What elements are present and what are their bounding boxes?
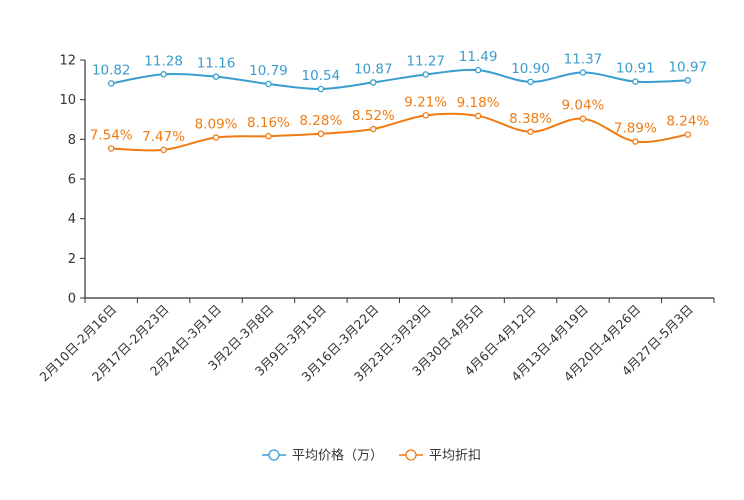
legend-label: 平均价格（万） [292, 448, 383, 464]
discount-point[interactable] [632, 138, 639, 145]
discount-series-line [111, 112, 688, 152]
price-series-line [111, 68, 688, 90]
y-tick-label: 2 [68, 252, 76, 267]
price-point[interactable] [579, 69, 587, 76]
discount-point[interactable] [370, 125, 377, 133]
legend-item-price[interactable]: 平均价格（万） [262, 448, 383, 464]
discount-data-label: 9.04% [562, 98, 605, 114]
price-data-label: 10.97 [668, 59, 707, 75]
discount-data-label: 7.47% [142, 129, 185, 145]
y-tick-label: 8 [68, 133, 76, 148]
price-data-label: 10.87 [354, 61, 393, 77]
discount-point[interactable] [684, 131, 692, 138]
price-data-label: 11.49 [459, 49, 498, 65]
price-point[interactable] [632, 78, 639, 85]
discount-data-label: 8.09% [195, 117, 238, 133]
discount-data-label: 8.28% [299, 113, 342, 129]
discount-data-label: 8.38% [509, 111, 552, 127]
price-point[interactable] [370, 79, 377, 86]
price-point[interactable] [160, 71, 167, 78]
discount-point[interactable] [527, 128, 534, 136]
discount-point[interactable] [212, 134, 220, 141]
price-point[interactable] [265, 80, 272, 88]
discount-data-label: 8.16% [247, 115, 290, 131]
y-tick-label: 10 [59, 93, 76, 108]
discount-data-label: 8.24% [666, 114, 709, 130]
discount-data-label: 9.18% [457, 95, 500, 111]
y-tick-label: 4 [68, 212, 76, 227]
price-data-label: 10.91 [616, 61, 655, 77]
y-tick-label: 12 [59, 54, 76, 69]
discount-data-label: 9.21% [404, 94, 447, 110]
discount-point[interactable] [317, 130, 325, 138]
series-layer [107, 66, 692, 154]
discount-point[interactable] [265, 132, 272, 140]
labels-layer: 10.82 11.28 11.16 10.79 10.54 10.87 11.27 11.49… [90, 49, 710, 145]
price-data-label: 10.79 [249, 63, 288, 79]
discount-data-label: 7.54% [90, 127, 133, 143]
discount-data-label: 7.89% [614, 121, 657, 137]
legend-marker-icon [405, 449, 417, 461]
y-tick-label: 6 [68, 173, 76, 188]
price-point[interactable] [212, 73, 220, 80]
discount-data-label: 8.52% [352, 108, 395, 124]
price-point[interactable] [107, 80, 115, 87]
price-point[interactable] [474, 66, 482, 74]
price-point[interactable] [684, 77, 692, 84]
discount-point[interactable] [160, 146, 167, 154]
discount-point[interactable] [107, 145, 115, 152]
price-data-label: 11.28 [144, 53, 183, 69]
price-point[interactable] [422, 71, 429, 78]
discount-point[interactable] [422, 112, 429, 119]
axes-layer: 0246810122月10日-2月16日2月17日-2月23日2月24日-3月1… [36, 54, 715, 384]
price-data-label: 10.82 [92, 62, 131, 78]
y-tick-label: 0 [68, 292, 76, 307]
legend[interactable]: 平均价格（万） 平均折扣 [262, 448, 481, 464]
price-point[interactable] [317, 85, 325, 93]
discount-point[interactable] [474, 112, 482, 120]
discount-point[interactable] [579, 115, 587, 122]
price-data-label: 11.16 [197, 56, 236, 72]
legend-item-discount[interactable]: 平均折扣 [399, 449, 481, 464]
price-data-label: 10.90 [511, 61, 550, 77]
price-point[interactable] [527, 78, 534, 86]
price-data-label: 11.37 [564, 51, 603, 67]
price-data-label: 10.54 [302, 68, 341, 84]
legend-marker-icon [268, 449, 280, 461]
legend-label: 平均折扣 [429, 449, 481, 464]
price-data-label: 11.27 [406, 53, 445, 69]
